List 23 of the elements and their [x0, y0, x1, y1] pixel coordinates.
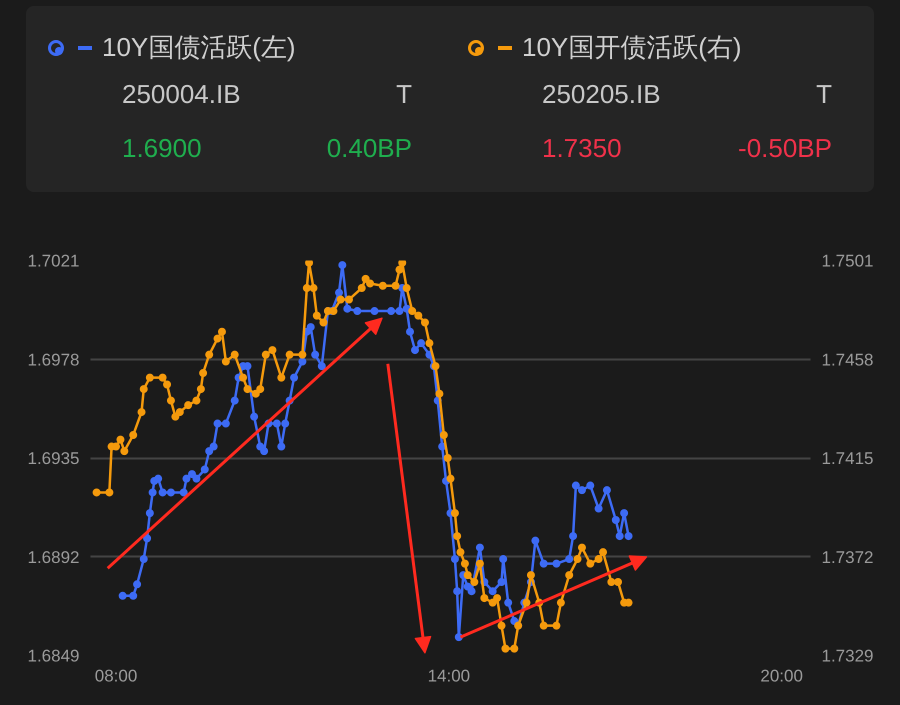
y2-tick-label: 1.7415	[822, 449, 874, 468]
text: 0.40BP	[326, 132, 412, 166]
y2-tick-label: 1.7329	[822, 646, 874, 666]
text: 250004.IB	[122, 78, 241, 112]
y-tick-label: 1.6978	[28, 350, 80, 370]
y2-tick-label: 1.7501	[822, 252, 874, 270]
text: 1.6900	[122, 132, 202, 166]
y-tick-label: 1.7021	[28, 252, 80, 270]
x-tick-label: 08:00	[94, 666, 138, 686]
text: T	[396, 78, 412, 112]
legend-label: 10Y国开债活跃(右)	[521, 31, 743, 64]
y-tick-label: 1.6935	[28, 449, 80, 468]
text: 1.7350	[542, 132, 622, 166]
text: 250205.IB	[542, 78, 661, 112]
y2-tick-label: 1.7372	[822, 548, 874, 567]
legend-label: 10Y国债活跃(左)	[101, 31, 297, 64]
y-tick-label: 1.6849	[28, 646, 80, 666]
x-tick-label: 20:00	[760, 666, 803, 686]
x-tick-label: 14:00	[428, 666, 470, 686]
text: -0.50BP	[738, 132, 832, 166]
text: T	[816, 78, 832, 112]
y2-tick-label: 1.7458	[822, 350, 874, 370]
y-tick-label: 1.6892	[28, 548, 80, 567]
